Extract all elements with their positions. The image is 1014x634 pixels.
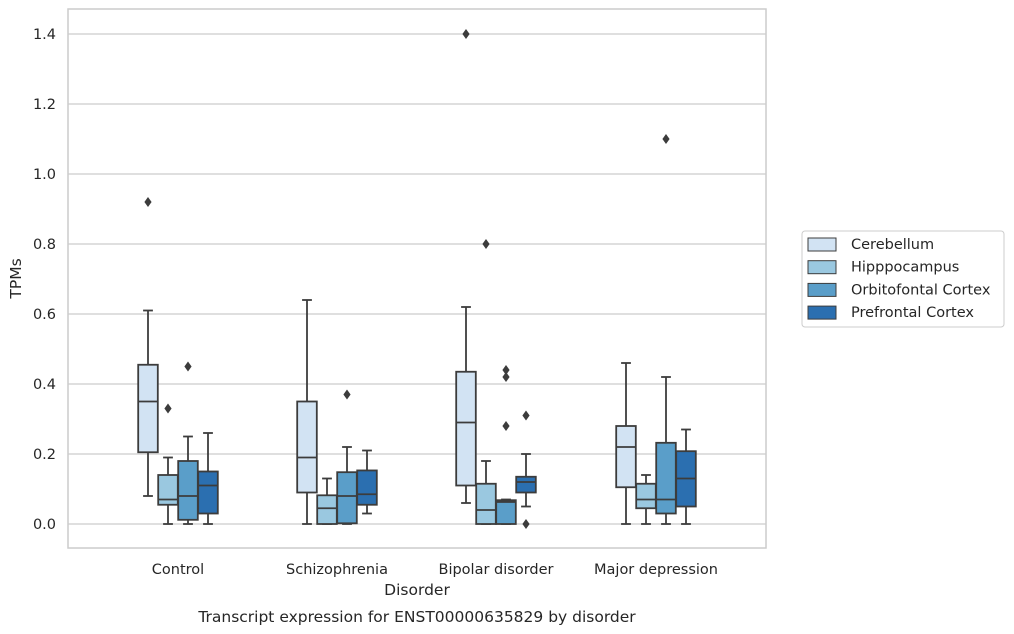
box-iqr [615, 425, 637, 489]
y-tick-label: 1.4 [33, 27, 56, 43]
box-iqr [356, 469, 378, 506]
legend-label: Prefrontal Cortex [851, 305, 974, 321]
box-iqr [635, 482, 657, 510]
legend-swatch [807, 305, 837, 320]
outlier-point [462, 29, 470, 39]
y-tick-label: 0.0 [33, 517, 56, 533]
outlier-point [184, 361, 192, 372]
outlier-point [502, 421, 510, 431]
box-orbitofontal-cortex [177, 361, 199, 525]
outlier-point [482, 239, 490, 249]
box-prefrontal-cortex [356, 449, 378, 515]
box-hipppocampus [157, 403, 179, 525]
box-cerebellum [137, 197, 159, 497]
box-cerebellum [296, 299, 318, 525]
box-iqr [495, 499, 517, 525]
box-prefrontal-cortex [515, 410, 537, 529]
x-tick-label: Major depression [594, 562, 718, 578]
outlier-point [502, 365, 510, 375]
outlier-point [662, 134, 670, 144]
box-prefrontal-cortex [675, 428, 697, 525]
outlier-point [164, 403, 172, 414]
box-orbitofontal-cortex [495, 365, 517, 525]
legend-label: Cerebellum [851, 237, 934, 253]
legend-frame [801, 230, 1005, 328]
legend-swatch [807, 260, 837, 275]
legend-swatch [807, 237, 837, 252]
box-cerebellum [455, 29, 477, 504]
y-tick-label: 1.2 [33, 97, 56, 113]
outlier-point [144, 197, 152, 207]
box-iqr [177, 460, 199, 521]
box-prefrontal-cortex [197, 432, 219, 525]
x-tick-label: Bipolar disorder [439, 562, 554, 578]
y-tick-label: 0.8 [33, 237, 56, 253]
plot-frame [67, 8, 767, 549]
y-axis-title: TPMs [7, 258, 25, 299]
x-tick-label: Schizophrenia [286, 562, 388, 578]
box-iqr [475, 482, 497, 525]
box-iqr [137, 363, 159, 454]
outlier-point [502, 372, 510, 382]
outlier-point [522, 519, 530, 529]
y-tick-label: 1.0 [33, 167, 56, 183]
box-iqr [515, 475, 537, 494]
box-iqr [455, 370, 477, 487]
box-iqr [197, 470, 219, 515]
legend-label: Orbitofontal Cortex [851, 282, 991, 298]
x-tick-label: Control [152, 562, 204, 578]
legend: Cerebellum Hipppocampus Orbitofontal Corte… [801, 230, 1005, 328]
y-tick-label: 0.2 [33, 447, 56, 463]
box-iqr [655, 441, 677, 515]
box-iqr [336, 471, 358, 525]
outlier-point [343, 389, 351, 400]
box-cerebellum [615, 362, 637, 525]
y-tick-label: 0.4 [33, 377, 56, 393]
x-tick-labels: Control Schizophrenia Bipolar disorder Majo… [152, 562, 718, 578]
y-tick-labels: 0.0 0.2 0.4 0.6 0.8 1.0 1.2 1.4 [33, 27, 56, 533]
outlier-point [522, 410, 530, 421]
box-iqr [296, 400, 318, 494]
y-tick-label: 0.6 [33, 307, 56, 323]
plot-background [68, 9, 766, 548]
chart-caption: Transcript expression for ENST0000063582… [197, 608, 636, 626]
box-groups [137, 29, 697, 529]
legend-swatch [807, 282, 837, 297]
legend-label: Hipppocampus [851, 260, 959, 276]
x-axis-title: Disorder [384, 581, 450, 599]
box-iqr [316, 494, 338, 525]
